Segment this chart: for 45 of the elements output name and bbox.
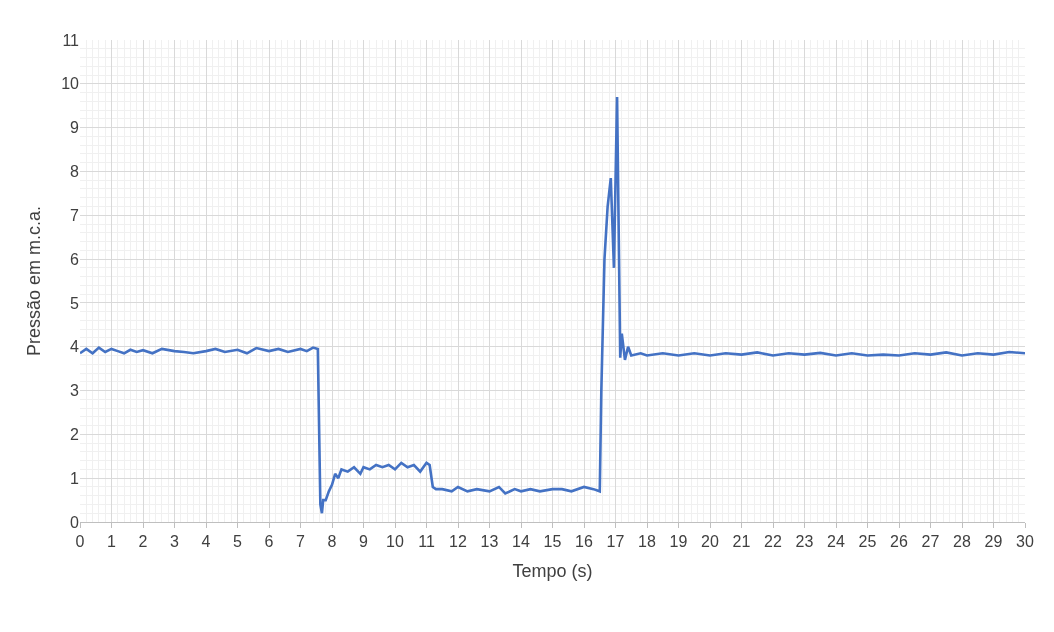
y-tick-label: 4 [70, 338, 80, 356]
y-tick-label: 10 [61, 75, 80, 93]
x-tick-label: 28 [953, 533, 971, 551]
x-tick-label: 26 [890, 533, 908, 551]
x-tick-label: 10 [386, 533, 404, 551]
x-tick-label: 2 [138, 533, 148, 551]
x-tick-label: 23 [795, 533, 814, 551]
x-tick-label: 27 [921, 533, 940, 551]
x-tick-label: 4 [201, 533, 211, 551]
y-tick-label: 7 [70, 206, 80, 224]
y-tick-label: 2 [70, 425, 80, 443]
x-tick-label: 9 [359, 533, 369, 551]
x-tick-label: 1 [107, 533, 117, 551]
y-tick-label: 5 [70, 294, 80, 312]
x-axis-title: Tempo (s) [512, 561, 593, 582]
x-tick-label: 11 [418, 533, 435, 551]
x-tick-label: 20 [701, 533, 719, 551]
x-tick-label: 19 [669, 533, 688, 551]
x-tick-label: 24 [827, 533, 845, 551]
x-tick-label: 21 [732, 533, 751, 551]
y-tick-label: 11 [62, 31, 80, 49]
x-tick-label: 8 [327, 533, 337, 551]
y-tick-label: 0 [70, 513, 80, 531]
x-tick-label: 12 [449, 533, 467, 551]
x-tick-label: 14 [512, 533, 530, 551]
x-tick-label: 3 [170, 533, 180, 551]
x-tick-label: 7 [296, 533, 306, 551]
x-tick-label: 18 [638, 533, 656, 551]
y-tick-label: 6 [70, 250, 80, 268]
y-tick-label: 8 [70, 163, 80, 181]
x-tick-label: 22 [764, 533, 782, 551]
x-tick-label: 6 [264, 533, 274, 551]
y-tick-label: 3 [70, 382, 80, 400]
x-tick-label: 29 [984, 533, 1003, 551]
x-tick-label: 30 [1016, 533, 1034, 551]
y-axis-title: Pressão em m.c.a. [24, 205, 45, 357]
x-tick-label: 5 [233, 533, 243, 551]
line-series [80, 95, 1025, 515]
x-tick-label: 15 [543, 533, 562, 551]
y-tick-label: 9 [70, 119, 80, 137]
x-tick-label: 25 [858, 533, 877, 551]
x-tick-label: 16 [575, 533, 593, 551]
x-tick-label: 13 [480, 533, 499, 551]
x-tick-label: 17 [606, 533, 625, 551]
y-tick-label: 1 [70, 469, 80, 487]
